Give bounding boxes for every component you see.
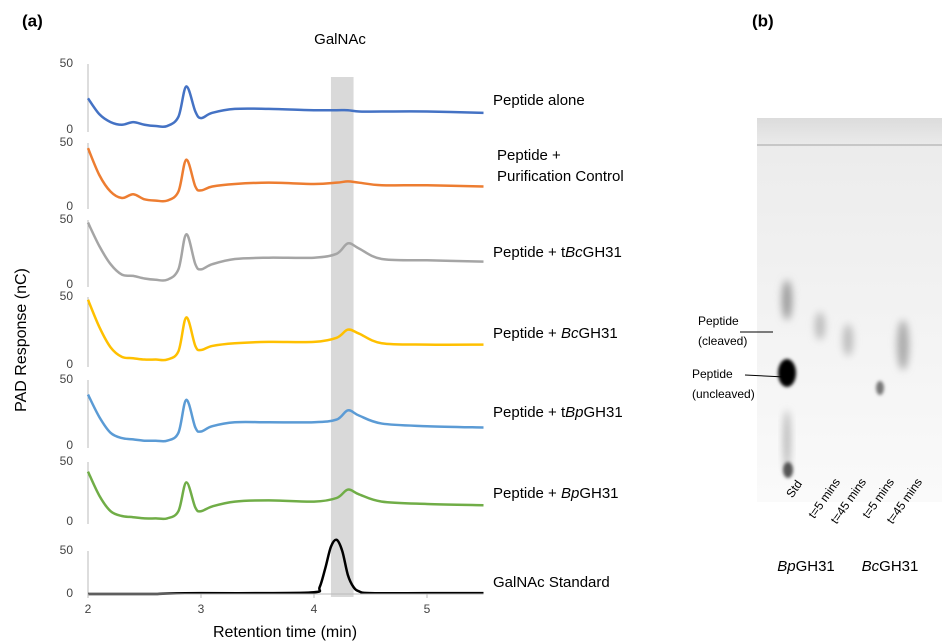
text-run: GH31 xyxy=(579,485,618,502)
text-run: GH31 xyxy=(879,558,918,575)
y-tick-label: 50 xyxy=(60,543,74,557)
band-annotation: Peptide xyxy=(698,314,739,328)
y-tick-label: 0 xyxy=(66,357,73,371)
text-run: Bp xyxy=(777,558,795,575)
highlight-band xyxy=(331,77,354,597)
text-run: GH31 xyxy=(584,404,623,421)
trace-line xyxy=(88,86,484,126)
text-run: Bc xyxy=(862,558,880,575)
y-tick-label: 50 xyxy=(60,289,74,303)
tlc-plate xyxy=(740,118,942,502)
trace-label: Purification Control xyxy=(497,168,624,185)
figure: (a) (b) PAD Response (nC) Retention time… xyxy=(0,0,942,644)
y-tick-label: 0 xyxy=(66,438,73,452)
trace-label: Peptide + BpGH31 xyxy=(493,485,619,502)
y-tick-label: 50 xyxy=(60,56,74,70)
y-tick-label: 0 xyxy=(66,199,73,213)
trace-label: Peptide + tBpGH31 xyxy=(493,404,623,421)
y-axis-label: PAD Response (nC) xyxy=(13,268,30,412)
text-run: Bc xyxy=(561,325,579,342)
y-tick-label: 50 xyxy=(60,372,74,386)
y-tick-label: 50 xyxy=(60,212,74,226)
trace-label: Peptide + tBcGH31 xyxy=(493,244,622,261)
text-run: Peptide + xyxy=(493,325,561,342)
text-run: Peptide + xyxy=(493,485,561,502)
trace-line xyxy=(88,395,484,442)
band-annotation: (cleaved) xyxy=(698,334,747,348)
panel-b-title: (b) xyxy=(752,11,774,30)
text-run: Peptide + xyxy=(497,147,561,164)
text-run: Peptide + t xyxy=(493,404,566,421)
annotation: GalNAc xyxy=(314,31,366,48)
text-run: Bc xyxy=(565,244,583,261)
x-tick-label: 5 xyxy=(424,602,431,616)
text-run: GH31 xyxy=(583,244,622,261)
text-run: GalNAc Standard xyxy=(493,574,610,591)
x-tick-label: 4 xyxy=(311,602,318,616)
y-tick-label: 0 xyxy=(66,122,73,136)
text-run: Peptide alone xyxy=(493,92,585,109)
x-axis-label: Retention time (min) xyxy=(213,624,357,641)
group-label: BcGH31 xyxy=(862,558,919,575)
text-run: GH31 xyxy=(578,325,617,342)
y-tick-label: 50 xyxy=(60,135,74,149)
band-annotation: (uncleaved) xyxy=(692,387,755,401)
text-run: Peptide + t xyxy=(493,244,566,261)
trace-label: Peptide alone xyxy=(493,92,585,109)
x-tick-label: 2 xyxy=(85,602,92,616)
text-run: Bp xyxy=(561,485,579,502)
group-label: BpGH31 xyxy=(777,558,835,575)
text-run: Bp xyxy=(565,404,583,421)
text-run: GH31 xyxy=(796,558,835,575)
trace-line xyxy=(88,472,484,519)
y-tick-label: 50 xyxy=(60,454,74,468)
trace-label: Peptide + BcGH31 xyxy=(493,325,618,342)
panel-a-title: (a) xyxy=(22,11,43,30)
y-tick-label: 0 xyxy=(66,514,73,528)
trace-label: GalNAc Standard xyxy=(493,574,610,591)
y-tick-label: 0 xyxy=(66,586,73,600)
trace-label: Peptide + xyxy=(497,147,561,164)
trace-line xyxy=(88,223,484,281)
trace-line xyxy=(88,300,484,360)
band-annotation: Peptide xyxy=(692,367,733,381)
text-run: Purification Control xyxy=(497,168,624,185)
x-tick-label: 3 xyxy=(198,602,205,616)
trace-line xyxy=(88,148,484,201)
trace-line xyxy=(88,540,484,594)
